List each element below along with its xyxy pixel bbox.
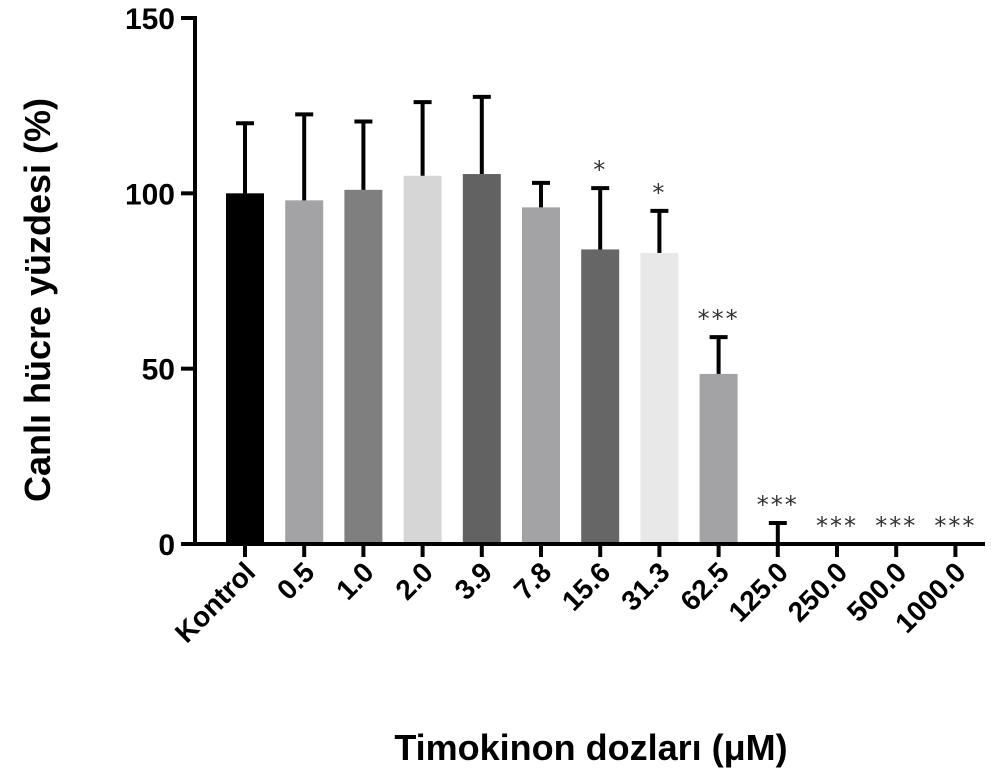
significance-label: ***	[816, 512, 858, 540]
x-tick-label: 3.9	[449, 556, 498, 605]
bar	[699, 373, 738, 544]
x-tick-label: 7.8	[508, 556, 557, 605]
bar	[522, 207, 560, 545]
y-axis-ticks: 0 50 100 150	[125, 3, 195, 562]
x-tick-label: 0.5	[271, 556, 320, 605]
bar	[581, 249, 620, 544]
y-tick-label: 100	[125, 178, 175, 211]
x-tick-label: 15.6	[556, 556, 616, 616]
significance-label: ***	[934, 512, 976, 540]
y-tick-label: 0	[158, 529, 175, 562]
x-tick-label: Kontrol	[169, 556, 261, 648]
significance-label: ***	[875, 512, 917, 540]
significance-label: ***	[698, 305, 740, 333]
x-tick-label: 125.0	[723, 556, 794, 627]
bar	[640, 252, 679, 545]
x-tick-label: 2.0	[389, 556, 438, 605]
significance-group: *********** *** ***	[593, 156, 976, 540]
bar	[344, 189, 383, 544]
bar	[403, 175, 442, 545]
error-bars-group	[236, 94, 787, 543]
bar	[226, 193, 264, 545]
bar	[285, 200, 324, 544]
y-tick-label: 150	[125, 3, 175, 36]
bar	[462, 174, 501, 544]
significance-label: ***	[757, 491, 799, 519]
x-axis-ticks: Kontrol 0.5 1.0 2.0 3.9 7.815.631.362.5125.02…	[169, 544, 972, 649]
bars-group	[226, 174, 797, 545]
x-tick-label: 1.0	[330, 556, 379, 605]
significance-label: *	[652, 179, 666, 207]
x-tick-label: 31.3	[615, 556, 675, 616]
y-axis-label: Canlı hücre yüzdesi (%)	[17, 98, 58, 502]
x-tick-label: 250.0	[782, 556, 853, 627]
significance-label: *	[593, 156, 607, 184]
y-tick-label: 50	[142, 354, 175, 387]
x-axis-label: Timokinon dozları (μM)	[394, 727, 787, 768]
